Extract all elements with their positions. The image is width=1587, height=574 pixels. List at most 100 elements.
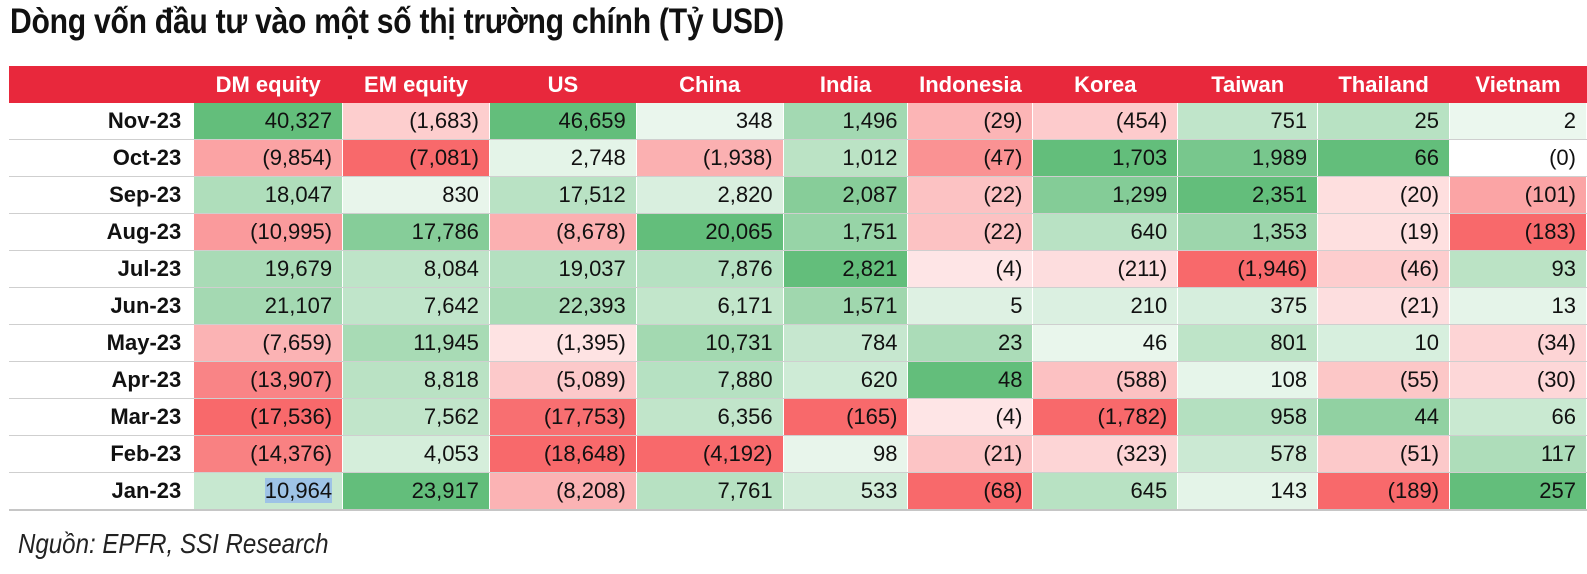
data-cell[interactable]: 17,786 (342, 213, 490, 251)
data-cell[interactable]: 4,053 (342, 435, 490, 473)
data-cell[interactable]: 13 (1449, 287, 1587, 325)
data-cell[interactable]: (17,536) (193, 398, 344, 436)
data-cell[interactable]: 645 (1032, 472, 1179, 511)
data-cell[interactable]: (68) (907, 472, 1034, 511)
data-cell[interactable]: 17,512 (489, 176, 637, 214)
data-cell[interactable]: 46 (1032, 324, 1179, 362)
data-cell[interactable]: 48 (907, 361, 1034, 399)
data-cell[interactable]: 1,299 (1032, 176, 1179, 214)
data-cell[interactable]: 6,171 (636, 287, 784, 325)
data-cell[interactable]: (14,376) (193, 435, 344, 473)
data-cell[interactable]: 801 (1177, 324, 1319, 362)
data-cell[interactable]: 6,356 (636, 398, 784, 436)
data-cell[interactable]: (211) (1032, 250, 1179, 288)
data-cell[interactable]: 40,327 (193, 103, 344, 140)
data-cell[interactable]: (4,192) (636, 435, 784, 473)
data-cell[interactable]: (17,753) (489, 398, 637, 436)
data-cell[interactable]: (101) (1449, 176, 1587, 214)
data-cell[interactable]: 2,351 (1177, 176, 1319, 214)
data-cell[interactable]: (19) (1317, 213, 1451, 251)
data-cell[interactable]: (46) (1317, 250, 1451, 288)
data-cell[interactable]: (30) (1449, 361, 1587, 399)
data-cell[interactable]: 19,679 (193, 250, 344, 288)
data-cell[interactable]: 533 (783, 472, 909, 511)
data-cell[interactable]: 66 (1317, 139, 1451, 177)
data-cell[interactable]: (4) (907, 250, 1034, 288)
data-cell[interactable]: (1,782) (1032, 398, 1179, 436)
data-cell[interactable]: 7,562 (342, 398, 490, 436)
data-cell[interactable]: 210 (1032, 287, 1179, 325)
data-cell[interactable]: 11,945 (342, 324, 490, 362)
data-cell[interactable]: (454) (1032, 103, 1179, 140)
data-cell[interactable]: 348 (636, 103, 784, 140)
data-cell[interactable]: (20) (1317, 176, 1451, 214)
data-cell[interactable]: 784 (783, 324, 909, 362)
data-cell[interactable]: 143 (1177, 472, 1319, 511)
data-cell[interactable]: (323) (1032, 435, 1179, 473)
data-cell[interactable]: 10,964 (193, 472, 344, 511)
data-cell[interactable]: (34) (1449, 324, 1587, 362)
data-cell[interactable]: (22) (907, 213, 1034, 251)
data-cell[interactable]: 958 (1177, 398, 1319, 436)
data-cell[interactable]: 8,084 (342, 250, 490, 288)
data-cell[interactable]: (1,395) (489, 324, 637, 362)
data-cell[interactable]: 1,703 (1032, 139, 1179, 177)
data-cell[interactable]: 44 (1317, 398, 1451, 436)
data-cell[interactable]: (1,946) (1177, 250, 1319, 288)
data-cell[interactable]: 8,818 (342, 361, 490, 399)
data-cell[interactable]: (10,995) (193, 213, 344, 251)
data-cell[interactable]: 7,761 (636, 472, 784, 511)
data-cell[interactable]: (1,683) (342, 103, 490, 140)
data-cell[interactable]: (47) (907, 139, 1034, 177)
data-cell[interactable]: 375 (1177, 287, 1319, 325)
data-cell[interactable]: 18,047 (193, 176, 344, 214)
data-cell[interactable]: (183) (1449, 213, 1587, 251)
data-cell[interactable]: 23 (907, 324, 1034, 362)
data-cell[interactable]: 2 (1449, 103, 1587, 140)
data-cell[interactable]: (8,678) (489, 213, 637, 251)
data-cell[interactable]: 1,496 (783, 103, 909, 140)
data-cell[interactable]: 2,748 (489, 139, 637, 177)
data-cell[interactable]: (21) (907, 435, 1034, 473)
data-cell[interactable]: (4) (907, 398, 1034, 436)
data-cell[interactable]: 1,571 (783, 287, 909, 325)
data-cell[interactable]: 66 (1449, 398, 1587, 436)
data-cell[interactable]: (5,089) (489, 361, 637, 399)
data-cell[interactable]: 19,037 (489, 250, 637, 288)
data-cell[interactable]: (51) (1317, 435, 1451, 473)
data-cell[interactable]: (22) (907, 176, 1034, 214)
data-cell[interactable]: 10,731 (636, 324, 784, 362)
data-cell[interactable]: 7,880 (636, 361, 784, 399)
data-cell[interactable]: (7,081) (342, 139, 490, 177)
data-cell[interactable]: (13,907) (193, 361, 344, 399)
data-cell[interactable]: 117 (1449, 435, 1587, 473)
data-cell[interactable]: (55) (1317, 361, 1451, 399)
data-cell[interactable]: 98 (783, 435, 909, 473)
data-cell[interactable]: (8,208) (489, 472, 637, 511)
data-cell[interactable]: 21,107 (193, 287, 344, 325)
data-cell[interactable]: (189) (1317, 472, 1451, 511)
data-cell[interactable]: 2,820 (636, 176, 784, 214)
data-cell[interactable]: (29) (907, 103, 1034, 140)
data-cell[interactable]: 751 (1177, 103, 1319, 140)
data-cell[interactable]: (0) (1449, 139, 1587, 177)
data-cell[interactable]: (21) (1317, 287, 1451, 325)
data-cell[interactable]: 1,989 (1177, 139, 1319, 177)
data-cell[interactable]: 640 (1032, 213, 1179, 251)
data-cell[interactable]: 7,876 (636, 250, 784, 288)
data-cell[interactable]: 257 (1449, 472, 1587, 511)
data-cell[interactable]: 7,642 (342, 287, 490, 325)
data-cell[interactable]: 46,659 (489, 103, 637, 140)
data-cell[interactable]: 23,917 (342, 472, 490, 511)
data-cell[interactable]: 10 (1317, 324, 1451, 362)
data-cell[interactable]: 22,393 (489, 287, 637, 325)
data-cell[interactable]: 25 (1317, 103, 1451, 140)
data-cell[interactable]: 2,087 (783, 176, 909, 214)
data-cell[interactable]: (9,854) (193, 139, 344, 177)
data-cell[interactable]: (165) (783, 398, 909, 436)
data-cell[interactable]: 20,065 (636, 213, 784, 251)
data-cell[interactable]: 5 (907, 287, 1034, 325)
data-cell[interactable]: (18,648) (489, 435, 637, 473)
data-cell[interactable]: 1,751 (783, 213, 909, 251)
data-cell[interactable]: (7,659) (193, 324, 344, 362)
